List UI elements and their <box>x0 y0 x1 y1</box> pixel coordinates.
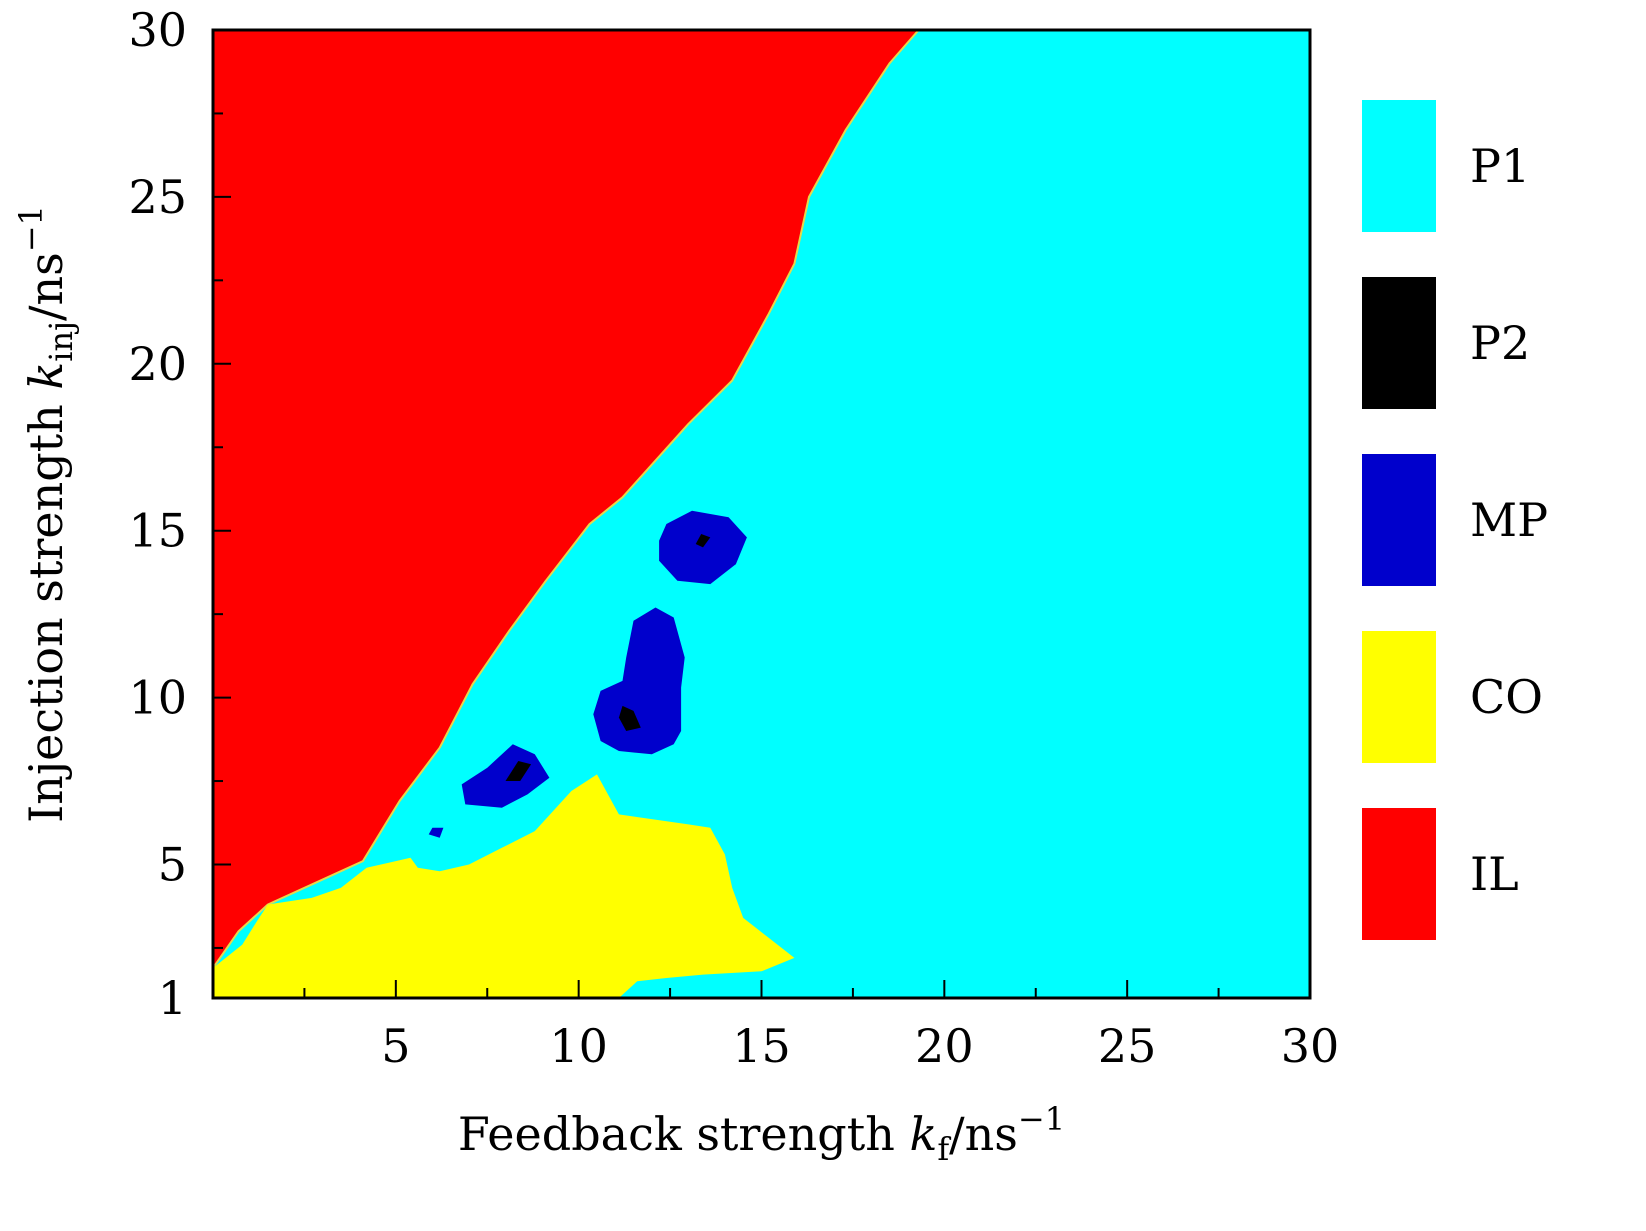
y-tick-label: 30 <box>128 3 187 57</box>
region-mp-5 <box>428 827 444 838</box>
legend-swatch-co <box>1362 631 1436 763</box>
region-il-0 <box>213 30 920 998</box>
x-tick-label: 20 <box>915 1019 974 1073</box>
y-tick-label: 5 <box>158 837 187 891</box>
y-tick-label: 25 <box>128 170 187 224</box>
x-tick-label: 30 <box>1281 1019 1340 1073</box>
x-axis-title: Feedback strength kf/ns−1 <box>458 1100 1065 1168</box>
region-mp-3 <box>593 607 685 755</box>
legend-swatch-p2 <box>1362 277 1436 409</box>
region-p2-7 <box>505 761 532 781</box>
y-tick-label: 15 <box>128 504 187 558</box>
legend-label-mp: MP <box>1470 493 1548 547</box>
region-mp-2 <box>461 744 550 808</box>
y-axis-title: Injection strength kinj/ns−1 <box>12 205 80 823</box>
region-p2-8 <box>695 534 711 548</box>
region-p2-6 <box>618 705 641 731</box>
legend-swatch-il <box>1362 808 1436 940</box>
legend-swatch-p1 <box>1362 100 1436 232</box>
region-co-1 <box>213 774 795 998</box>
x-axis: 5 10 15 20 25 30 <box>303 980 1340 1073</box>
x-tick-label: 25 <box>1098 1019 1157 1073</box>
legend-label-co: CO <box>1470 670 1543 724</box>
legend-label-p1: P1 <box>1470 139 1530 193</box>
y-tick-label: 1 <box>158 971 187 1025</box>
x-tick-label: 15 <box>732 1019 791 1073</box>
x-tick-label: 5 <box>381 1019 410 1073</box>
legend: P1 P2 MP CO IL <box>1362 100 1548 940</box>
y-tick-label: 20 <box>128 337 187 391</box>
legend-label-il: IL <box>1470 847 1519 901</box>
plot-area <box>213 30 1310 998</box>
y-tick-label: 10 <box>128 671 187 725</box>
x-tick-label: 10 <box>549 1019 608 1073</box>
legend-swatch-mp <box>1362 454 1436 586</box>
legend-label-p2: P2 <box>1470 316 1530 370</box>
